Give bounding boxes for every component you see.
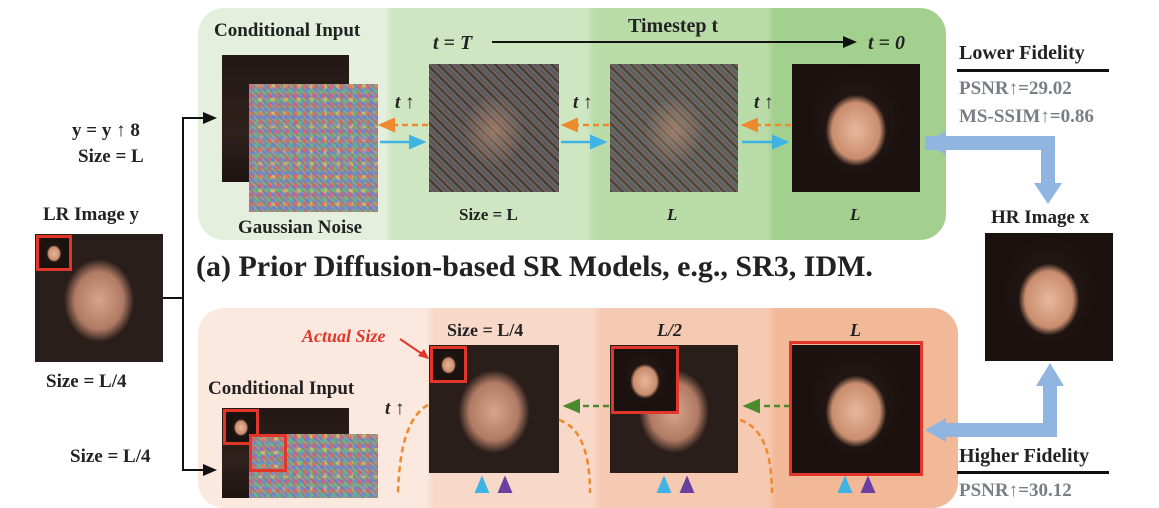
big-arrow-bottom-left-head — [925, 418, 946, 442]
big-arrow-top-left-head — [925, 131, 946, 155]
lr-to-top-connector — [163, 112, 217, 299]
L2-label: L/2 — [657, 320, 682, 340]
size-L4-bottom-label: Size = L/4 — [447, 320, 524, 340]
big-arrow-bottom-head — [1036, 363, 1064, 386]
noisy-image-2 — [610, 64, 738, 192]
hr-image — [985, 233, 1113, 361]
t-equals-0-label: t = 0 — [868, 32, 905, 54]
big-arrow-top-shaft — [925, 136, 1055, 185]
L-label-top-1: L — [667, 205, 678, 224]
bottom-conditional-input-label: Conditional Input — [208, 378, 355, 399]
lower-fidelity-label: Lower Fidelity — [959, 42, 1085, 64]
t-arrow-label-bottom: t ↑ — [385, 398, 405, 419]
lr-image-label: LR Image y — [43, 204, 140, 225]
L-label-top-2: L — [850, 205, 861, 224]
top-conditional-input-label: Conditional Input — [214, 20, 361, 41]
big-arrow-bottom-shaft — [945, 383, 1057, 437]
higher-fidelity-rule — [957, 471, 1109, 474]
t-arrow-label-2: t ↑ — [573, 92, 593, 113]
connector-layer — [163, 36, 1064, 493]
lr-size-label: Size = L/4 — [46, 371, 127, 392]
gaussian-noise-label: Gaussian Noise — [238, 217, 363, 238]
orange-curve-2 — [558, 418, 592, 493]
actual-size-thumbnail — [430, 346, 467, 383]
psnr-low-metric: PSNR↑=29.02 — [959, 78, 1072, 99]
big-arrow-top-head — [1034, 183, 1062, 204]
t-equals-T-label: t = T — [433, 32, 473, 54]
actual-size-label: Actual Size — [302, 326, 386, 346]
prior-models-caption: (a) Prior Diffusion-based SR Models, e.g… — [196, 250, 873, 283]
t-arrow-label-1: t ↑ — [395, 92, 415, 113]
size-L4-left-label: Size = L/4 — [70, 446, 151, 467]
gaussian-noise-image — [249, 84, 378, 212]
msssim-low-metric: MS-SSIM↑=0.86 — [959, 106, 1094, 127]
orange-curve-1 — [396, 403, 429, 493]
output-L-image — [792, 345, 920, 473]
L-highlight-box — [789, 341, 923, 476]
actual-size-pointer-head — [418, 349, 429, 359]
orange-curve-3 — [739, 418, 774, 493]
L-label-bottom: L — [850, 320, 861, 340]
lower-fidelity-rule — [957, 69, 1109, 72]
t-arrow-label-3: t ↑ — [754, 92, 774, 113]
lr-thumbnail-box — [36, 235, 72, 271]
higher-fidelity-label: Higher Fidelity — [959, 445, 1090, 467]
size-L-left-label: Size = L — [78, 146, 144, 167]
timestep-label: Timestep t — [628, 15, 719, 37]
noisy-image-1 — [429, 64, 559, 192]
L2-thumbnail — [611, 346, 679, 414]
size-L-label-top: Size = L — [459, 205, 518, 224]
sr-output-image-top — [792, 64, 920, 192]
bottom-noise-thumbnail — [249, 434, 287, 472]
upsampled-y-label: y = y ↑ 8 — [72, 120, 140, 141]
lr-to-bottom-connector — [182, 298, 217, 476]
bottom-lr-thumbnail — [223, 409, 259, 445]
hr-image-label: HR Image x — [991, 207, 1090, 228]
